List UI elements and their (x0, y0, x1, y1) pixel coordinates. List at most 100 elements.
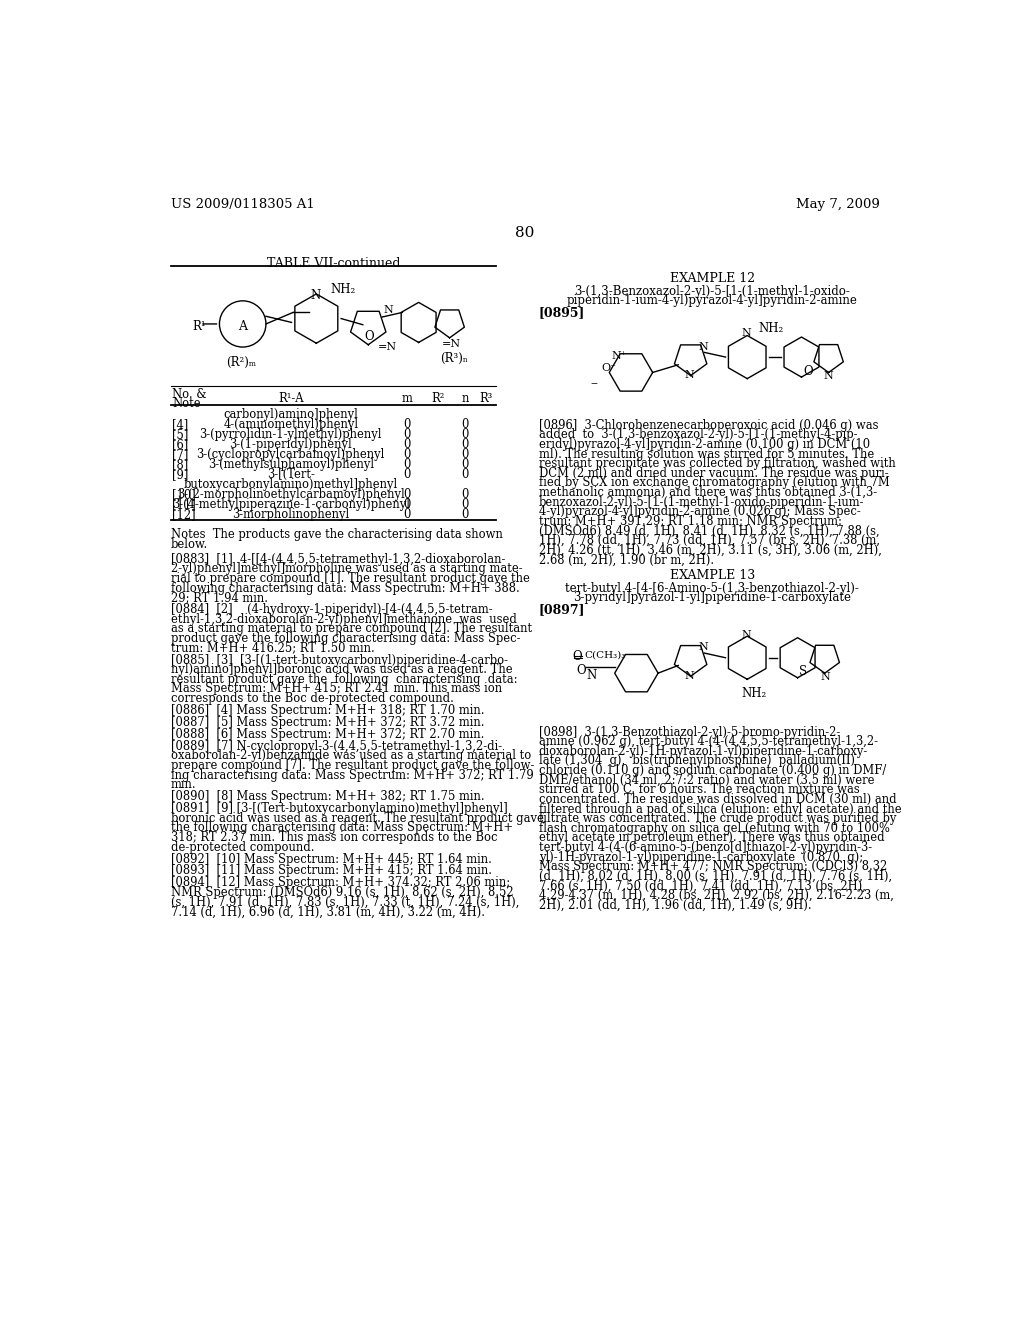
Text: 80: 80 (515, 226, 535, 240)
Text: 2H), 4.26 (tt, 1H), 3.46 (m, 2H), 3.11 (s, 3H), 3.06 (m, 2H),: 2H), 4.26 (tt, 1H), 3.46 (m, 2H), 3.11 (… (539, 544, 882, 557)
Text: as a starting material to prepare compound [2]. The resultant: as a starting material to prepare compou… (171, 622, 531, 635)
Text: [11]: [11] (172, 498, 196, 511)
Text: [7]: [7] (172, 447, 188, 461)
Text: [0898]  3-(1,3-Benzothiazol-2-yl)-5-bromo-pyridin-2-: [0898] 3-(1,3-Benzothiazol-2-yl)-5-bromo… (539, 726, 840, 738)
Text: N: N (384, 305, 393, 314)
Text: fied by SCX ion exchange chromatography (elution with 7M: fied by SCX ion exchange chromatography … (539, 477, 890, 490)
Text: late (1.304  g),  bis(triphenylphosphine)  palladium(II): late (1.304 g), bis(triphenylphosphine) … (539, 755, 855, 767)
Text: [0883]  [1]  4-[[4-(4,4,5,5-tetramethyl-1,3,2-dioxaborolan-: [0883] [1] 4-[[4-(4,4,5,5-tetramethyl-1,… (171, 553, 505, 566)
Text: [5]: [5] (172, 428, 188, 441)
Text: N: N (820, 672, 829, 681)
Text: eridyl)pyrazol-4-yl]pyridin-2-amine (0.100 g) in DCM (10: eridyl)pyrazol-4-yl]pyridin-2-amine (0.1… (539, 438, 869, 451)
Text: No. &: No. & (172, 388, 207, 401)
Text: 3-(cyclopropylcarbamoyl)phenyl: 3-(cyclopropylcarbamoyl)phenyl (197, 447, 385, 461)
Text: corresponds to the Boc de-protected compound.: corresponds to the Boc de-protected comp… (171, 692, 454, 705)
Text: EXAMPLE 13: EXAMPLE 13 (670, 569, 755, 582)
Text: added  to  3-(1,3-benzoxazol-2-yl)-5-[1-(1-methyl-4-pip-: added to 3-(1,3-benzoxazol-2-yl)-5-[1-(1… (539, 428, 857, 441)
Text: n: n (462, 392, 469, 405)
Text: 2H), 2.01 (dd, 1H), 1.96 (dd, 1H), 1.49 (s, 9H).: 2H), 2.01 (dd, 1H), 1.96 (dd, 1H), 1.49 … (539, 899, 811, 912)
Text: NH₂: NH₂ (759, 322, 784, 335)
Text: the following characterising data: Mass Spectrum: M+H+: the following characterising data: Mass … (171, 821, 513, 834)
Text: 2.68 (m, 2H), 1.90 (br m, 2H).: 2.68 (m, 2H), 1.90 (br m, 2H). (539, 553, 714, 566)
Text: 0: 0 (462, 498, 469, 511)
Text: stirred at 100 C. for 6 hours. The reaction mixture was: stirred at 100 C. for 6 hours. The react… (539, 783, 859, 796)
Text: 3-(2-morpholinoethylcarbamoyl)phenyl: 3-(2-morpholinoethylcarbamoyl)phenyl (177, 488, 404, 502)
Text: N: N (741, 327, 751, 338)
Text: dioxaborolan-2-yl)-1H-pyrazol-1-yl)piperidine-1-carboxy-: dioxaborolan-2-yl)-1H-pyrazol-1-yl)piper… (539, 744, 868, 758)
Text: 1H), 7.78 (dd, 1H), 7.73 (dd, 1H), 7.57 (br s, 2H), 7.38 (m,: 1H), 7.78 (dd, 1H), 7.73 (dd, 1H), 7.57 … (539, 535, 880, 548)
Text: amine (0.962 g), tert-butyl 4-(4-(4,4,5,5-tetramethyl-1,3,2-: amine (0.962 g), tert-butyl 4-(4-(4,4,5,… (539, 735, 878, 748)
Text: 3-(pyrrolidin-1-ylmethyl)phenyl: 3-(pyrrolidin-1-ylmethyl)phenyl (200, 428, 382, 441)
Text: (s, 1H), 7.91 (d, 1H), 7.83 (s, 1H), 7.33 (t, 1H), 7.24 (s, 1H),: (s, 1H), 7.91 (d, 1H), 7.83 (s, 1H), 7.3… (171, 896, 519, 908)
Text: 318; RT 2.37 min. This mass ion corresponds to the Boc: 318; RT 2.37 min. This mass ion correspo… (171, 832, 497, 843)
Text: product gave the following characterising data: Mass Spec-: product gave the following characterisin… (171, 632, 520, 645)
Text: C(CH₃)₃: C(CH₃)₃ (585, 649, 626, 659)
Text: de-protected compound.: de-protected compound. (171, 841, 314, 854)
Text: resultant product gave the  following  characterising  data:: resultant product gave the following cha… (171, 673, 517, 686)
Text: prepare compound [7]. The resultant product gave the follow-: prepare compound [7]. The resultant prod… (171, 759, 534, 772)
Text: US 2009/0118305 A1: US 2009/0118305 A1 (171, 198, 314, 211)
Text: filtrate was concentrated. The crude product was purified by: filtrate was concentrated. The crude pro… (539, 812, 896, 825)
Text: [9]: [9] (172, 469, 188, 480)
Text: N: N (684, 671, 694, 681)
Text: [0886]  [4] Mass Spectrum: M+H+ 318; RT 1.70 min.: [0886] [4] Mass Spectrum: M+H+ 318; RT 1… (171, 704, 484, 717)
Text: R¹-A: R¹-A (278, 392, 303, 405)
Text: [0894]  [12] Mass Spectrum: M+H+ 374.32; RT 2.06 min;: [0894] [12] Mass Spectrum: M+H+ 374.32; … (171, 876, 510, 890)
Text: N: N (698, 643, 709, 652)
Text: N⁺: N⁺ (611, 351, 627, 360)
Text: nyl)amino]phenyl]boronic acid was used as a reagent. The: nyl)amino]phenyl]boronic acid was used a… (171, 663, 512, 676)
Text: [6]: [6] (172, 438, 188, 451)
Text: 0: 0 (403, 488, 411, 502)
Text: 0: 0 (462, 458, 469, 471)
Text: m: m (401, 392, 413, 405)
Text: rial to prepare compound [1]. The resultant product gave the: rial to prepare compound [1]. The result… (171, 572, 529, 585)
Text: [0887]  [5] Mass Spectrum: M+H+ 372; RT 3.72 min.: [0887] [5] Mass Spectrum: M+H+ 372; RT 3… (171, 715, 484, 729)
Text: N: N (824, 371, 834, 381)
Text: resultant precipitate was collected by filtration, washed with: resultant precipitate was collected by f… (539, 457, 896, 470)
Text: =N: =N (378, 342, 396, 351)
Text: 3-pyridyl]pyrazol-1-yl]piperidine-1-carboxylate: 3-pyridyl]pyrazol-1-yl]piperidine-1-carb… (573, 591, 851, 603)
Text: 3-(4-methylpiperazine-1-carbonyl)phenyl: 3-(4-methylpiperazine-1-carbonyl)phenyl (172, 498, 410, 511)
Text: (R³)ₙ: (R³)ₙ (440, 351, 468, 364)
Text: oxaborolan-2-yl)benzamide was used as a starting material to: oxaborolan-2-yl)benzamide was used as a … (171, 750, 530, 763)
Text: 0: 0 (462, 428, 469, 441)
Text: O⁻: O⁻ (601, 363, 616, 374)
Text: 29; RT 1.94 min.: 29; RT 1.94 min. (171, 591, 267, 605)
Text: O: O (577, 664, 587, 677)
Text: [0889]  [7] N-cyclopropyl-3-(4,4,5,5-tetramethyl-1,3,2-di-: [0889] [7] N-cyclopropyl-3-(4,4,5,5-tetr… (171, 739, 502, 752)
Text: methanolic ammonia) and there was thus obtained 3-(1,3-: methanolic ammonia) and there was thus o… (539, 486, 877, 499)
Text: NH₂: NH₂ (741, 686, 766, 700)
Text: 0: 0 (462, 418, 469, 430)
Text: 7.14 (d, 1H), 6.96 (d, 1H), 3.81 (m, 4H), 3.22 (m, 4H).: 7.14 (d, 1H), 6.96 (d, 1H), 3.81 (m, 4H)… (171, 906, 484, 919)
Text: min.: min. (171, 779, 197, 791)
Text: 0: 0 (403, 469, 411, 480)
Text: DME/ethanol (34 ml, 2:7:2 ratio) and water (3.5 ml) were: DME/ethanol (34 ml, 2:7:2 ratio) and wat… (539, 774, 874, 787)
Text: 0: 0 (403, 447, 411, 461)
Text: ml). The resulting solution was stirred for 5 minutes. The: ml). The resulting solution was stirred … (539, 447, 874, 461)
Text: 0: 0 (403, 428, 411, 441)
Text: trum: M+H+ 416.25; RT 1.50 min.: trum: M+H+ 416.25; RT 1.50 min. (171, 642, 375, 655)
Text: [0885]  [3]  [3-[(1-tert-butoxycarbonyl)piperidine-4-carbo-: [0885] [3] [3-[(1-tert-butoxycarbonyl)pi… (171, 653, 508, 667)
Text: 3-(1-piperidyl)phenyl: 3-(1-piperidyl)phenyl (229, 438, 352, 451)
Text: N: N (587, 669, 597, 682)
Text: [0896]  3-Chlorobenzenecarboperoxoic acid (0.046 g) was: [0896] 3-Chlorobenzenecarboperoxoic acid… (539, 418, 879, 432)
Text: ing characterising data: Mass Spectrum: M+H+ 372; RT 1.79: ing characterising data: Mass Spectrum: … (171, 768, 534, 781)
Text: [0892]  [10] Mass Spectrum: M+H+ 445; RT 1.64 min.: [0892] [10] Mass Spectrum: M+H+ 445; RT … (171, 853, 492, 866)
Text: 0: 0 (403, 498, 411, 511)
Text: O: O (572, 649, 583, 663)
Text: 3-(methylsulphamoyl)phenyl: 3-(methylsulphamoyl)phenyl (208, 458, 374, 471)
Text: N: N (741, 630, 751, 640)
Text: following characterising data: Mass Spectrum: M+H+ 388.: following characterising data: Mass Spec… (171, 582, 519, 594)
Text: 0: 0 (403, 458, 411, 471)
Text: below.: below. (171, 539, 208, 550)
Text: chloride (0.110 g) and sodium carbonate (0.400 g) in DMF/: chloride (0.110 g) and sodium carbonate … (539, 764, 886, 777)
Text: [0891]  [9] [3-[(Tert-butoxycarbonylamino)methyl]phenyl]: [0891] [9] [3-[(Tert-butoxycarbonylamino… (171, 803, 507, 816)
Text: concentrated. The residue was dissolved in DCM (30 ml) and: concentrated. The residue was dissolved … (539, 793, 896, 807)
Text: butoxycarbonylamino)methyl]phenyl: butoxycarbonylamino)methyl]phenyl (183, 478, 398, 491)
Text: 4-(aminomethyl)phenyl: 4-(aminomethyl)phenyl (223, 418, 358, 430)
Text: (d, 1H), 8.02 (d, 1H), 8.00 (s, 1H), 7.91 (d, 1H), 7.76 (s, 1H),: (d, 1H), 8.02 (d, 1H), 8.00 (s, 1H), 7.9… (539, 870, 892, 883)
Text: TABLE VII-continued: TABLE VII-continued (266, 257, 400, 271)
Text: benzoxazol-2-yl)-5-[1-(1-methyl-1-oxido-piperidin-1-ium-: benzoxazol-2-yl)-5-[1-(1-methyl-1-oxido-… (539, 496, 864, 508)
Text: 0: 0 (462, 469, 469, 480)
Text: 0: 0 (403, 418, 411, 430)
